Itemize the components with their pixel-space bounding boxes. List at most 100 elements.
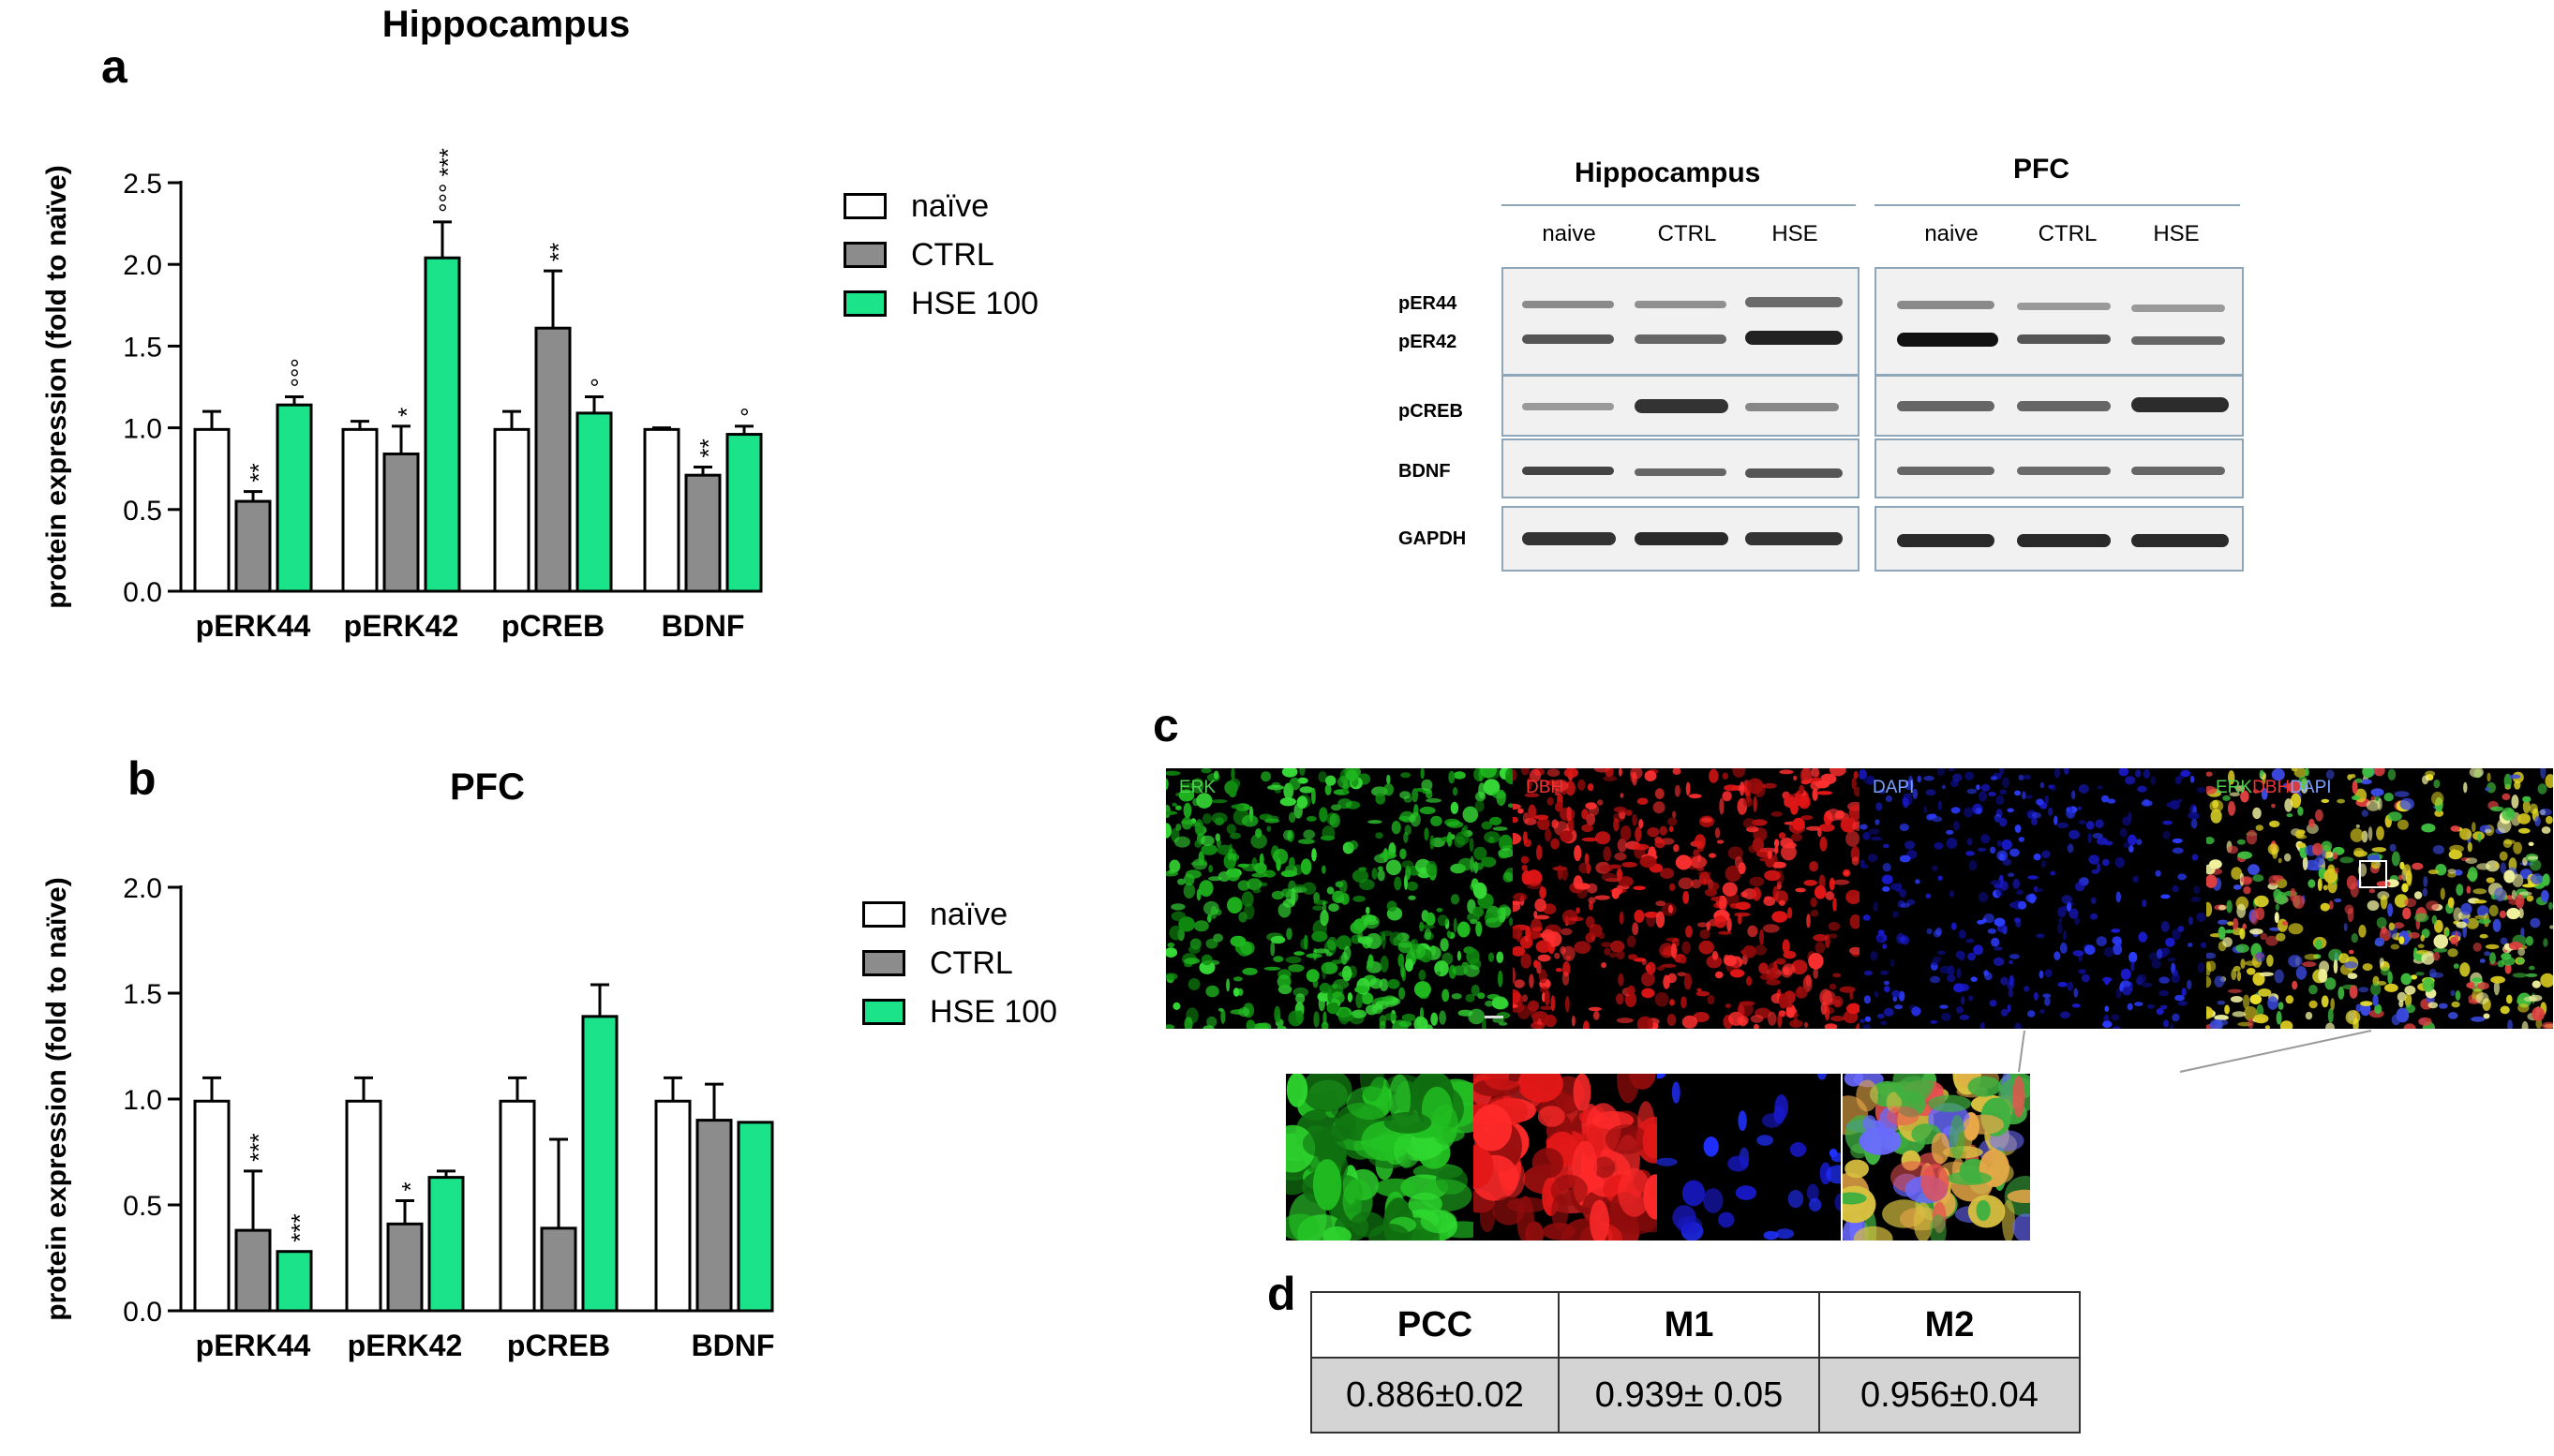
texture-spot [2361, 810, 2368, 817]
texture-spot [1876, 936, 1884, 943]
texture-spot [1292, 987, 1308, 998]
texture-spot [2421, 952, 2435, 965]
texture-spot [1789, 1142, 1807, 1157]
texture-spot [1826, 809, 1842, 822]
texture-spot [2403, 1023, 2416, 1029]
texture-spot [1709, 882, 1720, 891]
texture-spot [2351, 795, 2361, 801]
texture-spot [2317, 878, 2322, 891]
texture-spot [1939, 965, 1951, 974]
texture-spot [1184, 958, 1201, 964]
significance-annotation: °°° [286, 358, 314, 387]
texture-spot [1588, 1006, 1602, 1012]
texture-spot [2009, 848, 2020, 857]
texture-spot [1226, 824, 1236, 835]
texture-spot [1211, 812, 1228, 825]
texture-spot [1810, 897, 1817, 908]
texture-spot [2028, 893, 2037, 904]
texture-spot [1815, 780, 1830, 789]
legend-swatch-ctrl [844, 242, 887, 268]
texture-spot [1525, 926, 1531, 941]
texture-spot [1773, 1105, 1785, 1124]
texture-spot [2206, 952, 2217, 959]
texture-spot [2222, 937, 2233, 947]
bar-pCREB-CTRL [540, 1226, 577, 1313]
texture-spot [2252, 807, 2262, 820]
band [2017, 467, 2111, 475]
texture-spot [2027, 875, 2039, 880]
texture-spot [1394, 1134, 1421, 1168]
texture-spot [2489, 952, 2496, 964]
texture-spot [1964, 1114, 2005, 1135]
texture-spot [1891, 911, 1900, 918]
texture-spot [2177, 798, 2183, 803]
texture-spot [1968, 860, 1978, 871]
texture-spot [1727, 846, 1743, 860]
texture-spot [1660, 868, 1675, 879]
legend-swatch-naive [862, 901, 905, 928]
texture-spot [1782, 939, 1790, 954]
texture-spot [1232, 976, 1243, 982]
texture-spot [1513, 1003, 1518, 1008]
texture-spot [1536, 844, 1543, 860]
texture-spot [2041, 850, 2051, 859]
texture-spot [1481, 821, 1492, 830]
texture-spot [1484, 831, 1501, 843]
texture-spot [2450, 825, 2460, 832]
texture-spot [2264, 1025, 2271, 1029]
texture-spot [1698, 871, 1711, 876]
texture-spot [2434, 810, 2444, 817]
texture-spot [1642, 1122, 1657, 1159]
bar-pERK42-CTRL [386, 1222, 424, 1313]
texture-spot [2376, 916, 2387, 929]
texture-spot [1781, 843, 1797, 861]
texture-spot [1863, 776, 1874, 785]
texture-spot [2057, 981, 2068, 988]
colocalization-table: PCC M1 M2 0.886±0.02 0.939± 0.05 0.956±0… [1310, 1291, 2081, 1434]
texture-spot [2422, 977, 2435, 992]
band [1522, 301, 1614, 308]
texture-spot [2384, 983, 2398, 992]
texture-spot [1184, 1017, 1193, 1029]
texture-spot [2474, 914, 2487, 920]
texture-spot [2217, 1000, 2226, 1005]
texture-spot [2527, 855, 2538, 860]
texture-spot [1563, 768, 1579, 779]
texture-spot [1681, 1180, 1706, 1207]
texture-spot [2465, 857, 2478, 864]
texture-spot [1818, 824, 1835, 832]
texture-spot [2338, 953, 2350, 964]
texture-spot [2081, 973, 2090, 983]
texture-spot [2206, 837, 2215, 845]
texture-spot [1887, 1106, 1919, 1126]
texture-spot [2258, 988, 2272, 997]
texture-spot [1828, 921, 1840, 931]
texture-spot [2293, 768, 2308, 779]
texture-spot [1639, 855, 1657, 869]
texture-spot [1669, 999, 1675, 1006]
texture-spot [1377, 869, 1385, 882]
texture-spot [2188, 943, 2193, 947]
texture-spot [1520, 768, 1530, 776]
texture-spot [2249, 994, 2263, 1004]
texture-spot [1852, 821, 1859, 831]
texture-spot [1519, 935, 1533, 949]
texture-spot [2042, 993, 2052, 998]
texture-spot [2397, 874, 2403, 881]
texture-spot [1352, 869, 1369, 883]
texture-spot [1709, 768, 1719, 783]
texture-spot [2444, 929, 2450, 937]
texture-spot [1338, 1008, 1351, 1025]
texture-spot [1768, 962, 1779, 974]
texture-spot [2429, 972, 2444, 978]
texture-spot [1999, 789, 2007, 795]
texture-spot [2541, 889, 2549, 902]
texture-spot [1227, 848, 1237, 862]
y-tick-label: 1.5 [123, 979, 162, 1010]
texture-spot [1408, 895, 1416, 900]
texture-spot [2226, 899, 2233, 914]
texture-spot [1752, 886, 1762, 901]
texture-spot [1539, 1005, 1554, 1011]
texture-spot [2271, 803, 2276, 809]
texture-spot [1795, 887, 1806, 893]
